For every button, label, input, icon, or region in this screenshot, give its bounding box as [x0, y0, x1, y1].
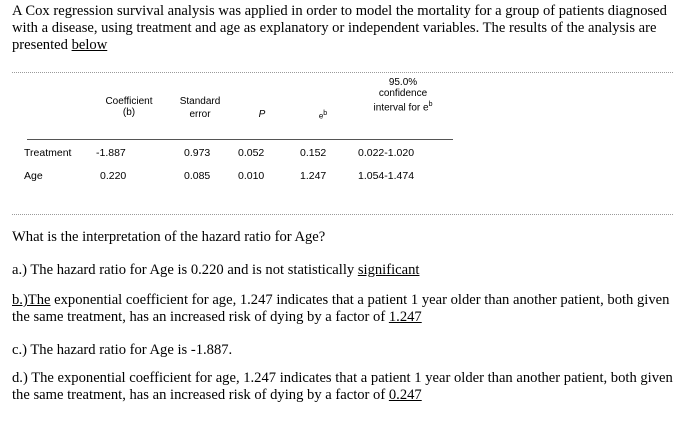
row-treatment-eb: 0.152 [300, 147, 327, 159]
below-link[interactable]: below [71, 37, 108, 53]
option-b[interactable]: b.)The exponential coefficient for age, … [12, 292, 677, 326]
header-coefficient-sub: (b) [122, 107, 136, 118]
intro-paragraph: A Cox regression survival analysis was a… [12, 3, 672, 54]
header-rule [27, 139, 453, 140]
question-text: What is the interpretation of the hazard… [12, 229, 326, 245]
option-c[interactable]: c.) The hazard ratio for Age is -1.887. [12, 342, 233, 358]
option-a[interactable]: a.) The hazard ratio for Age is 0.220 an… [12, 262, 677, 279]
option-b-text: exponential coefficient for age, 1.247 i… [12, 292, 670, 325]
row-age-coef: 0.220 [100, 170, 127, 182]
option-d-end-link[interactable]: 0.247 [388, 387, 422, 403]
row-age-eb: 1.247 [300, 170, 327, 182]
header-ci-label: confidence [378, 88, 428, 99]
row-treatment-label: Treatment [24, 147, 72, 159]
option-d-text: d.) The exponential coefficient for age,… [12, 370, 673, 403]
row-treatment-coef: -1.887 [96, 147, 126, 159]
option-b-end-link[interactable]: 1.247 [388, 309, 422, 325]
row-age-p: 0.010 [238, 170, 265, 182]
header-standard-sub: error [189, 109, 211, 120]
header-eb: eb [318, 110, 328, 121]
regression-results-table: Coefficient (b) Standard error P eb 95.0… [12, 72, 673, 215]
option-a-text: a.) The hazard ratio for Age is 0.220 an… [12, 262, 358, 278]
header-coefficient: Coefficient [105, 96, 153, 107]
header-ci-sub: interval for eb [373, 101, 433, 114]
option-a-link[interactable]: significant [357, 262, 420, 278]
row-age-se: 0.085 [184, 170, 211, 182]
option-b-link[interactable]: b.)The [12, 292, 51, 308]
row-treatment-p: 0.052 [238, 147, 265, 159]
row-age-ci: 1.054-1.474 [358, 170, 415, 182]
row-age-label: Age [24, 170, 43, 182]
header-standard: Standard [179, 96, 221, 107]
option-d[interactable]: d.) The exponential coefficient for age,… [12, 370, 677, 404]
intro-text: A Cox regression survival analysis was a… [12, 3, 667, 53]
row-treatment-ci: 0.022-1.020 [358, 147, 415, 159]
header-ci-pct: 95.0% [388, 77, 418, 88]
row-treatment-se: 0.973 [184, 147, 211, 159]
header-p: P [258, 109, 266, 120]
